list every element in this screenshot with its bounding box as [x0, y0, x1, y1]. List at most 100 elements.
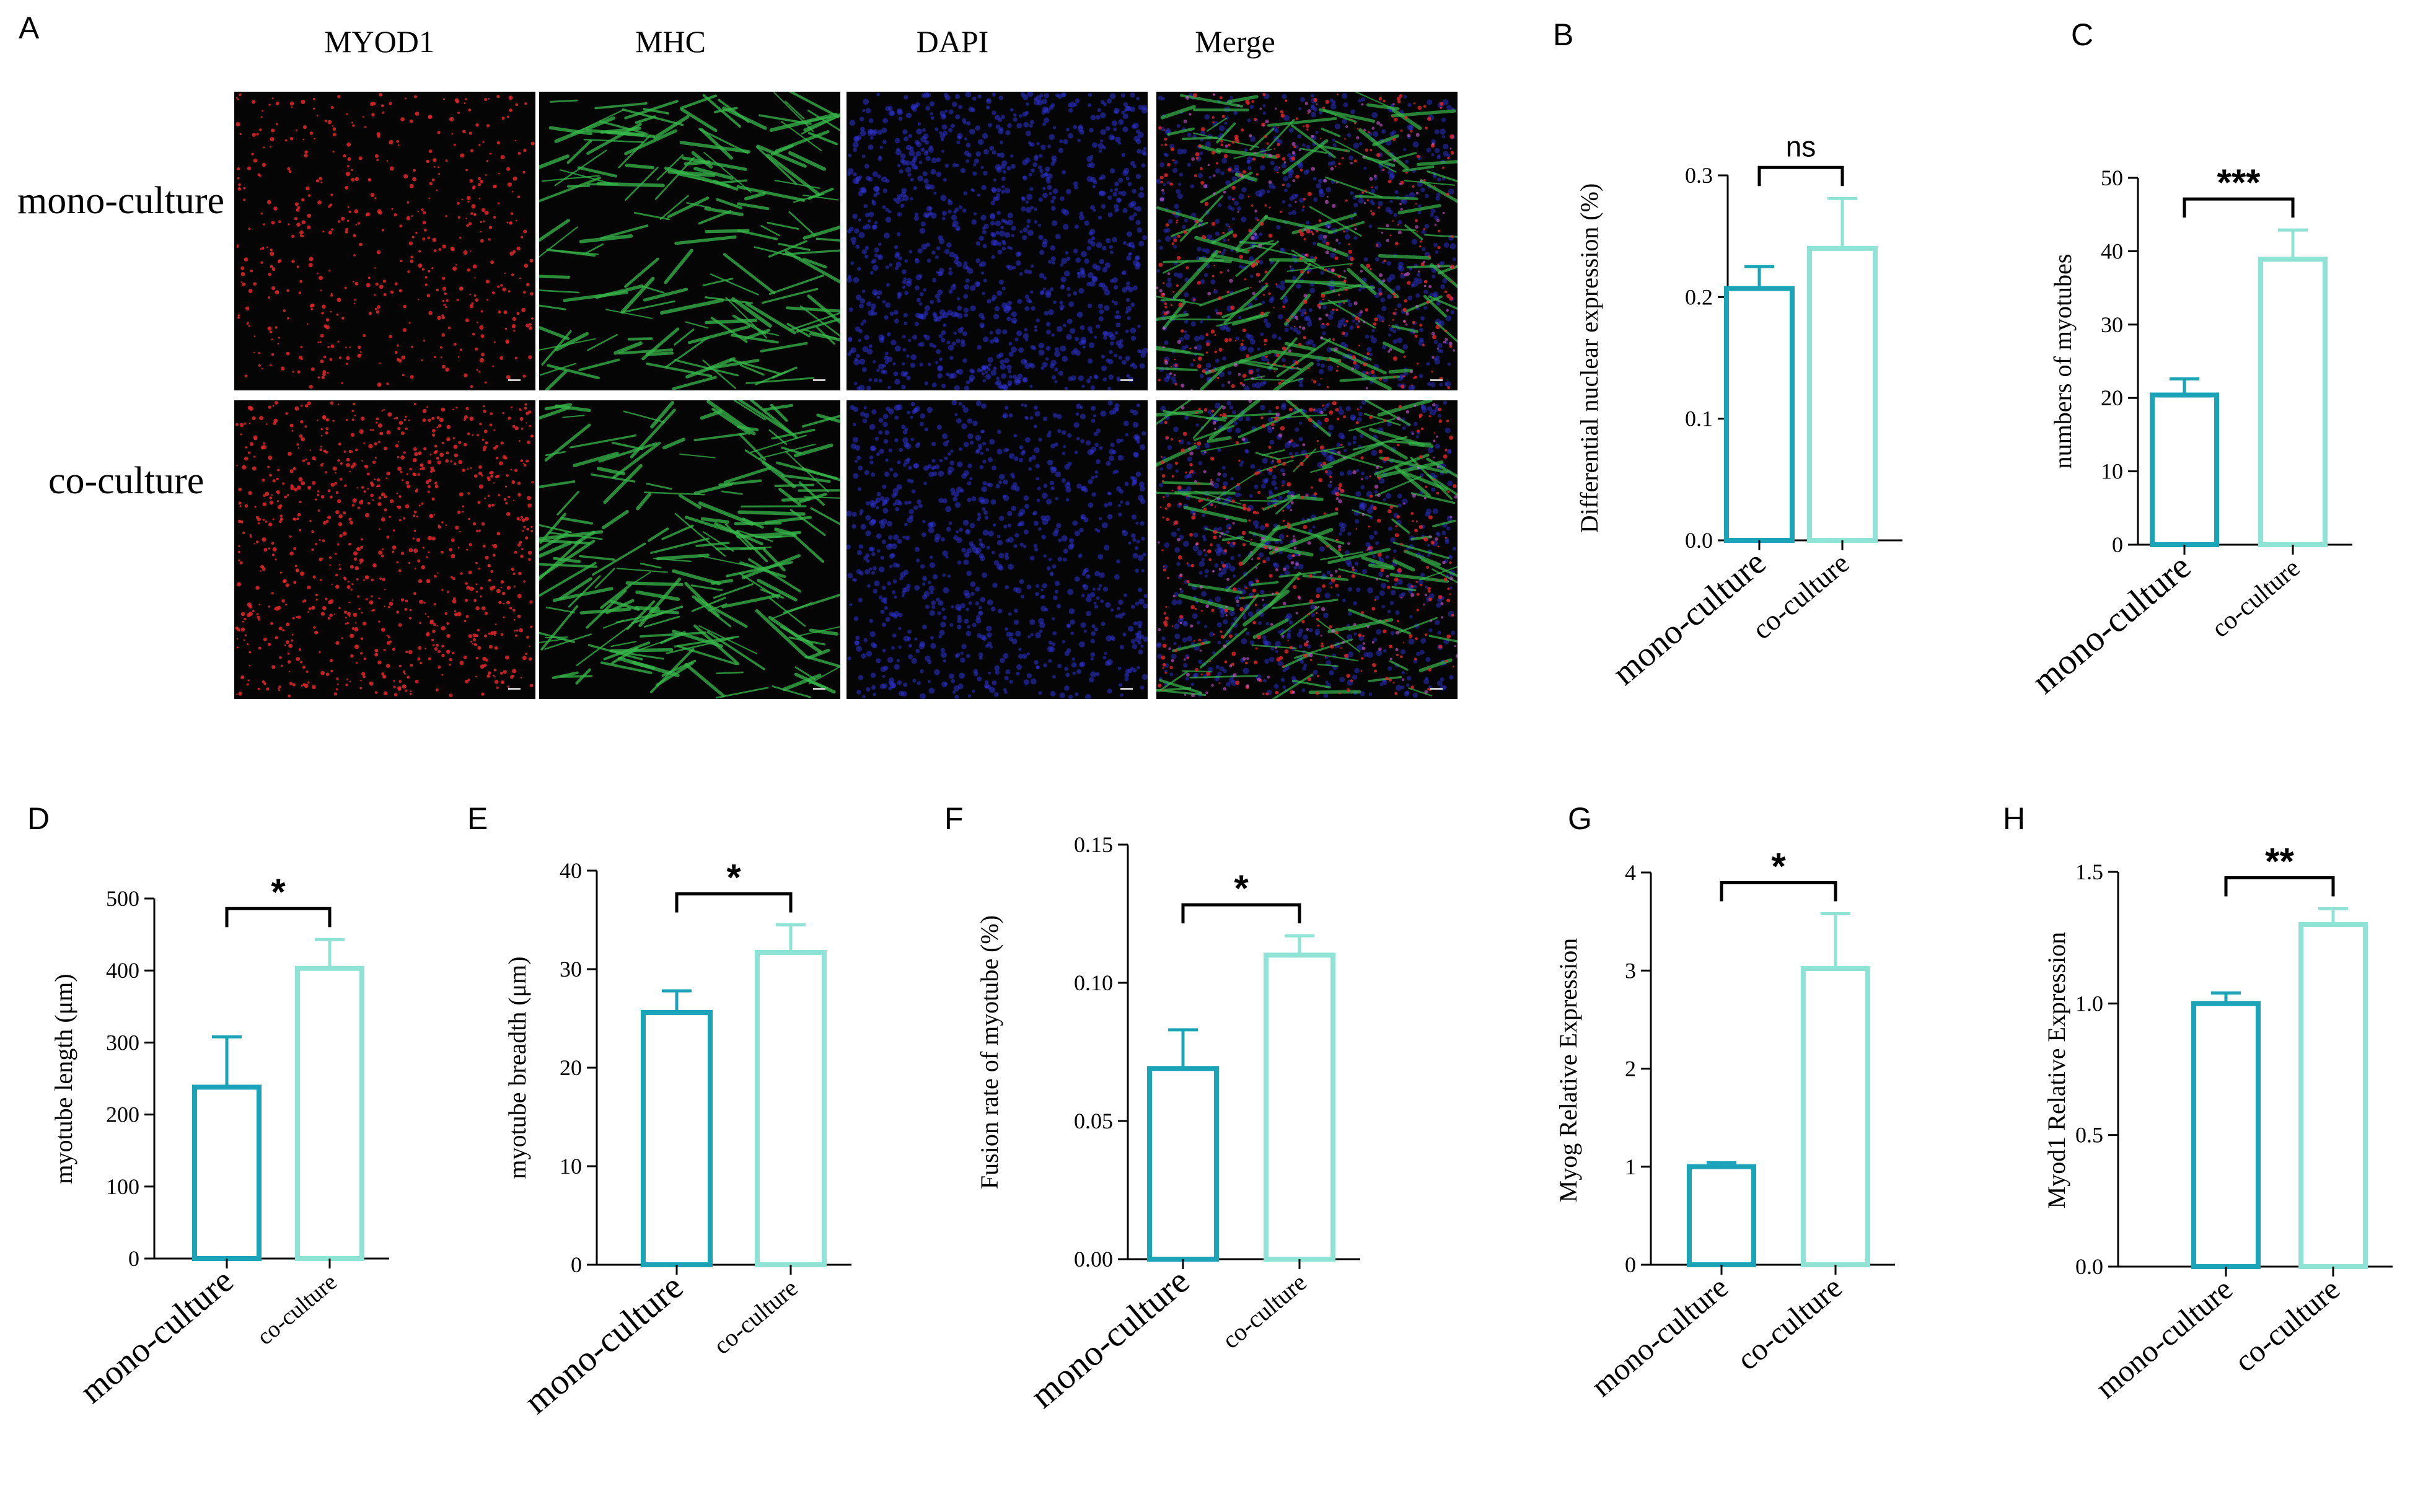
y-tick-label: 0.00 [1074, 1247, 1113, 1272]
micro-tile-mono-myod1 [234, 92, 535, 390]
column-header-dapi: DAPI [917, 24, 989, 59]
scale-bar [813, 688, 825, 690]
y-tick-label: 50 [2101, 165, 2123, 190]
x-category-label-mono-culture: mono-culture [1605, 543, 1773, 692]
bar-co-culture [1807, 245, 1878, 543]
y-axis-title: myotube breadth (μm) [503, 956, 531, 1179]
y-axis-title: Myod1 Relative Expression [2043, 932, 2070, 1209]
bar-mono-culture [2150, 392, 2219, 547]
bar-co-culture [755, 949, 827, 1267]
x-category-label-mono-culture: mono-culture [2089, 1272, 2239, 1405]
bar-mono-culture [1147, 1066, 1219, 1262]
x-category-label-mono-culture: mono-culture [2024, 546, 2198, 701]
panel-b-chart: B 0.0 0.1 0.2 0.3 Differential nuclear expres… [1553, 17, 1902, 693]
x-category-label-co-culture: co-culture [2206, 553, 2305, 643]
y-tick-label: 20 [560, 1055, 582, 1080]
panel-d-chart: D 0 100 200 300 400 500 myotube length (μm) mono… [27, 801, 389, 1411]
column-header-myod1: MYOD1 [324, 24, 434, 59]
y-tick-label: 1 [1625, 1154, 1636, 1179]
y-tick-label: 500 [106, 886, 139, 911]
significance-bracket [2183, 197, 2295, 218]
bar-mono-culture [1724, 286, 1795, 543]
y-axis-title: Fusion rate of myotube (%) [975, 915, 1003, 1189]
bar-co-culture [2298, 921, 2368, 1269]
scale-bar [1430, 379, 1443, 381]
scale-bar [813, 379, 825, 381]
x-category-label-mono-culture: mono-culture [1022, 1260, 1197, 1416]
panel-letter-a: A [19, 11, 40, 45]
y-tick-label: 4 [1625, 860, 1636, 885]
significance-bracket [2224, 876, 2335, 897]
micro-tile-mono-merge [1156, 92, 1458, 390]
panel-g-chart: G 0 1 2 3 4 Myog Relative Expression mono-cultu… [1554, 801, 1895, 1404]
significance-label: * [726, 856, 741, 898]
x-category-label-co-culture: co-culture [1730, 1270, 1849, 1377]
bar-mono-culture [641, 1009, 713, 1267]
column-header-merge: Merge [1195, 24, 1275, 59]
column-header-mhc: MHC [635, 24, 706, 59]
row-header-co-culture: co-culture [48, 460, 204, 502]
bar-mono-culture [1687, 1164, 1756, 1267]
y-tick-label: 0.2 [1685, 284, 1713, 309]
y-tick-label: 40 [2101, 239, 2123, 263]
y-tick-label: 300 [106, 1030, 139, 1055]
scale-bar [508, 379, 521, 381]
panel-f-chart: F 0.00 0.05 0.10 0.15 Fusion rate of myotube … [944, 801, 1360, 1416]
y-tick-label: 30 [2101, 312, 2123, 337]
bar-co-culture [1801, 966, 1870, 1267]
y-tick-label: 0.0 [1685, 528, 1713, 553]
significance-bracket [1720, 881, 1837, 902]
y-axis-title: Differential nuclear expression (%) [1575, 183, 1603, 534]
y-tick-label: 100 [106, 1174, 139, 1199]
y-tick-label: 30 [560, 957, 582, 982]
significance-bracket [225, 907, 332, 928]
bar-co-culture [295, 965, 364, 1261]
y-tick-label: 0.1 [1685, 407, 1713, 431]
significance-label: * [271, 871, 286, 913]
panel-letter-c: C [2071, 17, 2093, 52]
y-tick-label: 40 [560, 858, 582, 883]
x-category-label-mono-culture: mono-culture [516, 1266, 690, 1422]
panel-h-chart: H 0.0 0.5 1.0 1.5 Myod1 Relative Expression mo… [2003, 801, 2393, 1405]
significance-bracket [675, 892, 793, 913]
y-tick-label: 200 [106, 1102, 139, 1127]
x-category-label-co-culture: co-culture [2228, 1272, 2346, 1379]
y-tick-label: 2 [1625, 1057, 1636, 1081]
scale-bar [1120, 379, 1133, 381]
y-tick-label: 3 [1625, 958, 1636, 983]
y-tick-label: 1.0 [2075, 991, 2103, 1016]
micro-tile-co-myod1 [234, 400, 535, 699]
y-tick-label: 10 [560, 1154, 582, 1179]
y-tick-label: 1.5 [2075, 859, 2103, 884]
significance-label: ** [2265, 840, 2294, 882]
panel-letter-e: E [467, 801, 488, 836]
x-category-label-co-culture: co-culture [708, 1273, 803, 1360]
y-tick-label: 0.0 [2075, 1254, 2103, 1279]
scale-bar [508, 688, 521, 690]
bar-co-culture [2258, 257, 2328, 547]
row-header-mono-culture: mono-culture [17, 180, 224, 222]
y-tick-label: 0.15 [1074, 832, 1113, 857]
y-tick-label: 0 [571, 1252, 582, 1277]
x-category-label-co-culture: co-culture [1217, 1268, 1312, 1354]
scale-bar [1120, 688, 1133, 690]
significance-label: * [1234, 868, 1249, 909]
panel-a-microscopy: A MYOD1 MHC DAPI Merge mono-culture co-c… [17, 11, 1458, 699]
y-axis-title: Myog Relative Expression [1554, 938, 1582, 1203]
y-tick-label: 0.5 [2075, 1123, 2103, 1148]
y-tick-label: 0 [128, 1246, 139, 1271]
panel-letter-g: G [1568, 801, 1592, 836]
bar-co-culture [1264, 952, 1335, 1262]
y-axis-title: numbers of myotubes [2049, 254, 2077, 469]
x-category-label-mono-culture: mono-culture [1585, 1270, 1735, 1404]
significance-bracket [1757, 165, 1844, 187]
panel-e-chart: E 0 10 20 30 40 myotube breadth (μm) mono-cultu… [467, 801, 851, 1422]
panel-c-chart: C 0 10 20 30 40 50 numbers of myotubes mono-cult… [2024, 17, 2352, 701]
y-tick-label: 0 [2112, 532, 2123, 557]
y-tick-label: 0.3 [1685, 163, 1713, 188]
panel-letter-h: H [2003, 801, 2025, 836]
panel-letter-d: D [27, 801, 50, 836]
y-tick-label: 20 [2101, 385, 2123, 410]
micro-tile-co-dapi [847, 400, 1148, 699]
